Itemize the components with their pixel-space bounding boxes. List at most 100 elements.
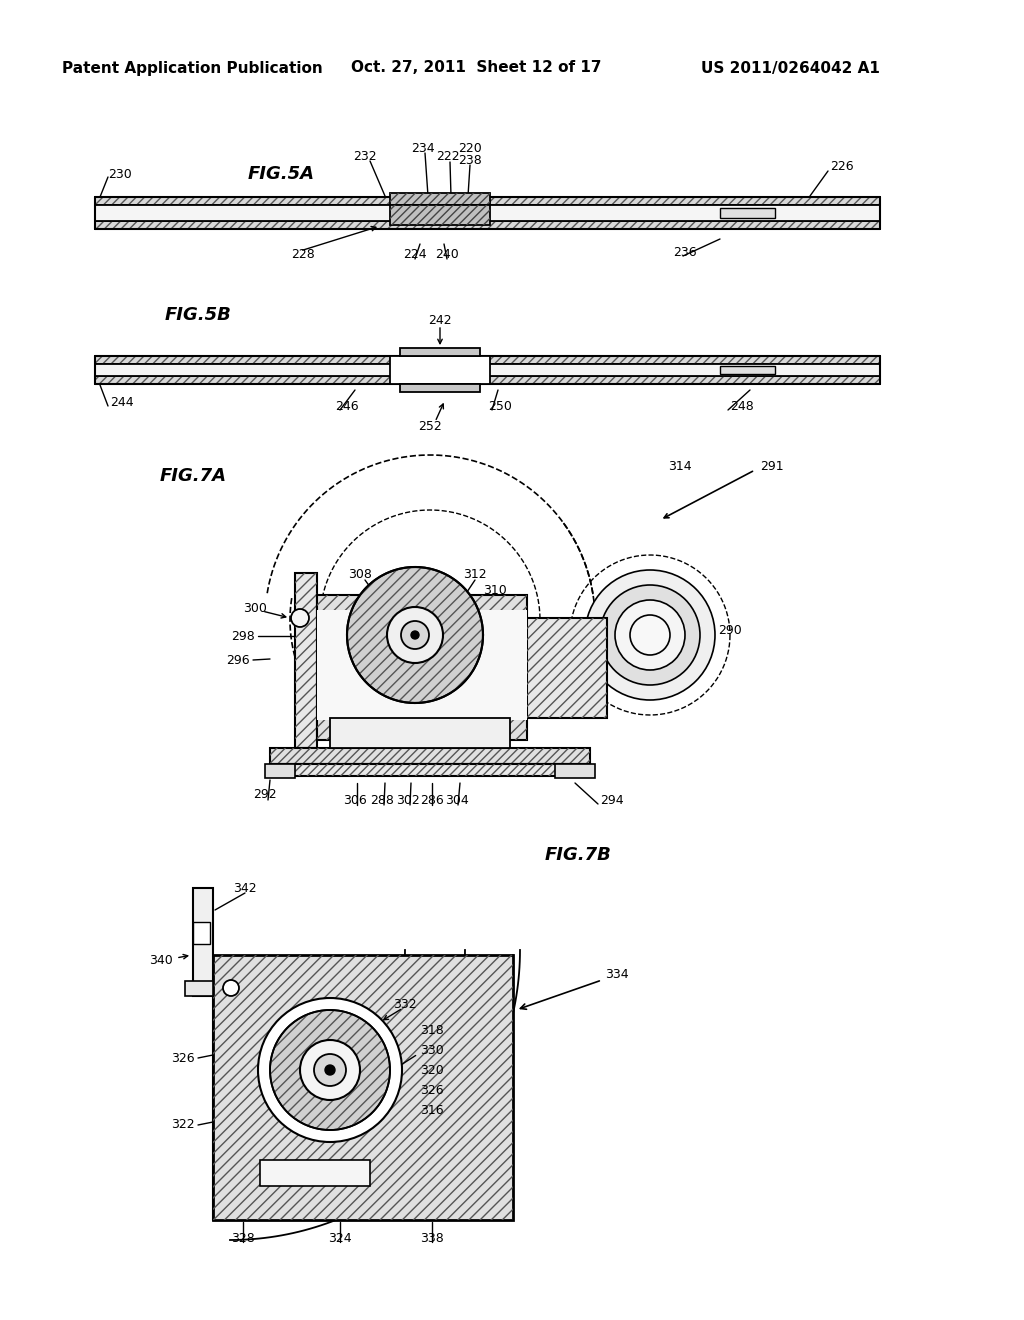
- Text: 294: 294: [600, 793, 624, 807]
- Bar: [400, 348, 480, 356]
- Text: 304: 304: [445, 793, 469, 807]
- Circle shape: [314, 1053, 346, 1086]
- Text: 328: 328: [231, 1232, 255, 1245]
- Text: 252: 252: [418, 420, 442, 433]
- Bar: [213, 954, 513, 1220]
- Circle shape: [585, 570, 715, 700]
- Text: 296: 296: [226, 653, 250, 667]
- Bar: [720, 366, 775, 374]
- Text: 338: 338: [420, 1232, 443, 1245]
- Text: Patent Application Publication: Patent Application Publication: [61, 61, 323, 75]
- Circle shape: [411, 631, 419, 639]
- Bar: [555, 764, 595, 777]
- Text: FIG.5B: FIG.5B: [165, 306, 231, 323]
- Text: 322: 322: [171, 1118, 195, 1131]
- Text: 308: 308: [348, 569, 372, 582]
- Text: 284: 284: [465, 723, 488, 737]
- Text: 324: 324: [328, 1232, 352, 1245]
- Bar: [95, 376, 880, 384]
- Text: 228: 228: [291, 248, 314, 261]
- Bar: [527, 618, 607, 718]
- Bar: [95, 356, 880, 364]
- Bar: [193, 888, 213, 997]
- Text: 242: 242: [428, 314, 452, 326]
- Text: US 2011/0264042 A1: US 2011/0264042 A1: [700, 61, 880, 75]
- Text: 226: 226: [830, 161, 854, 173]
- Text: 336: 336: [303, 1167, 327, 1180]
- Text: 320: 320: [420, 1064, 443, 1077]
- Circle shape: [630, 615, 670, 655]
- Text: FIG.5A: FIG.5A: [248, 165, 315, 183]
- Text: 340: 340: [150, 953, 173, 966]
- Text: 332: 332: [393, 998, 417, 1011]
- Text: 220: 220: [458, 141, 482, 154]
- Text: Oct. 27, 2011  Sheet 12 of 17: Oct. 27, 2011 Sheet 12 of 17: [351, 61, 601, 75]
- Circle shape: [387, 607, 443, 663]
- Bar: [95, 205, 880, 220]
- Text: 330: 330: [420, 1044, 443, 1056]
- Text: 222: 222: [436, 150, 460, 164]
- Bar: [390, 193, 490, 205]
- Text: 302: 302: [396, 793, 420, 807]
- Circle shape: [401, 620, 429, 649]
- Bar: [95, 220, 880, 228]
- Text: 292: 292: [253, 788, 276, 801]
- Bar: [390, 205, 490, 224]
- Circle shape: [615, 601, 685, 671]
- Text: 230: 230: [108, 168, 132, 181]
- Text: 248: 248: [730, 400, 754, 412]
- Text: 310: 310: [483, 583, 507, 597]
- Text: 234: 234: [412, 141, 435, 154]
- Bar: [390, 356, 490, 384]
- Bar: [527, 618, 607, 718]
- Text: 232: 232: [353, 150, 377, 164]
- Bar: [270, 748, 590, 764]
- Bar: [720, 209, 775, 218]
- Bar: [330, 718, 510, 748]
- Text: 236: 236: [673, 246, 696, 259]
- Bar: [95, 197, 880, 205]
- Bar: [95, 220, 880, 228]
- Circle shape: [347, 568, 483, 704]
- Text: 300: 300: [243, 602, 267, 615]
- Bar: [270, 764, 590, 776]
- Text: FIG.7B: FIG.7B: [545, 846, 612, 865]
- Bar: [185, 981, 213, 997]
- Text: 316: 316: [420, 1104, 443, 1117]
- Bar: [95, 197, 880, 205]
- Text: 314: 314: [669, 459, 692, 473]
- Bar: [390, 193, 490, 205]
- Text: 224: 224: [403, 248, 427, 261]
- Bar: [317, 595, 527, 741]
- Bar: [317, 595, 527, 741]
- Text: 342: 342: [233, 882, 257, 895]
- Text: 290: 290: [718, 623, 741, 636]
- Bar: [265, 764, 295, 777]
- Bar: [295, 573, 317, 748]
- Text: FIG.7A: FIG.7A: [160, 467, 227, 484]
- Text: 238: 238: [458, 153, 482, 166]
- Bar: [213, 954, 513, 1220]
- Text: 250: 250: [488, 400, 512, 412]
- Text: 312: 312: [463, 569, 486, 582]
- Bar: [95, 356, 880, 364]
- Bar: [270, 764, 590, 776]
- Bar: [270, 748, 590, 764]
- Bar: [390, 205, 490, 224]
- Bar: [260, 1160, 370, 1185]
- Bar: [295, 573, 317, 748]
- Text: 318: 318: [420, 1023, 443, 1036]
- Text: 286: 286: [420, 793, 443, 807]
- Bar: [95, 364, 880, 376]
- Circle shape: [270, 1010, 390, 1130]
- Bar: [400, 384, 480, 392]
- Text: 326: 326: [171, 1052, 195, 1064]
- Text: 246: 246: [335, 400, 358, 412]
- Circle shape: [291, 609, 309, 627]
- Circle shape: [258, 998, 402, 1142]
- Text: 288: 288: [370, 793, 394, 807]
- Text: 334: 334: [605, 969, 629, 982]
- Bar: [317, 610, 527, 719]
- Text: 291: 291: [760, 459, 783, 473]
- Text: 240: 240: [435, 248, 459, 261]
